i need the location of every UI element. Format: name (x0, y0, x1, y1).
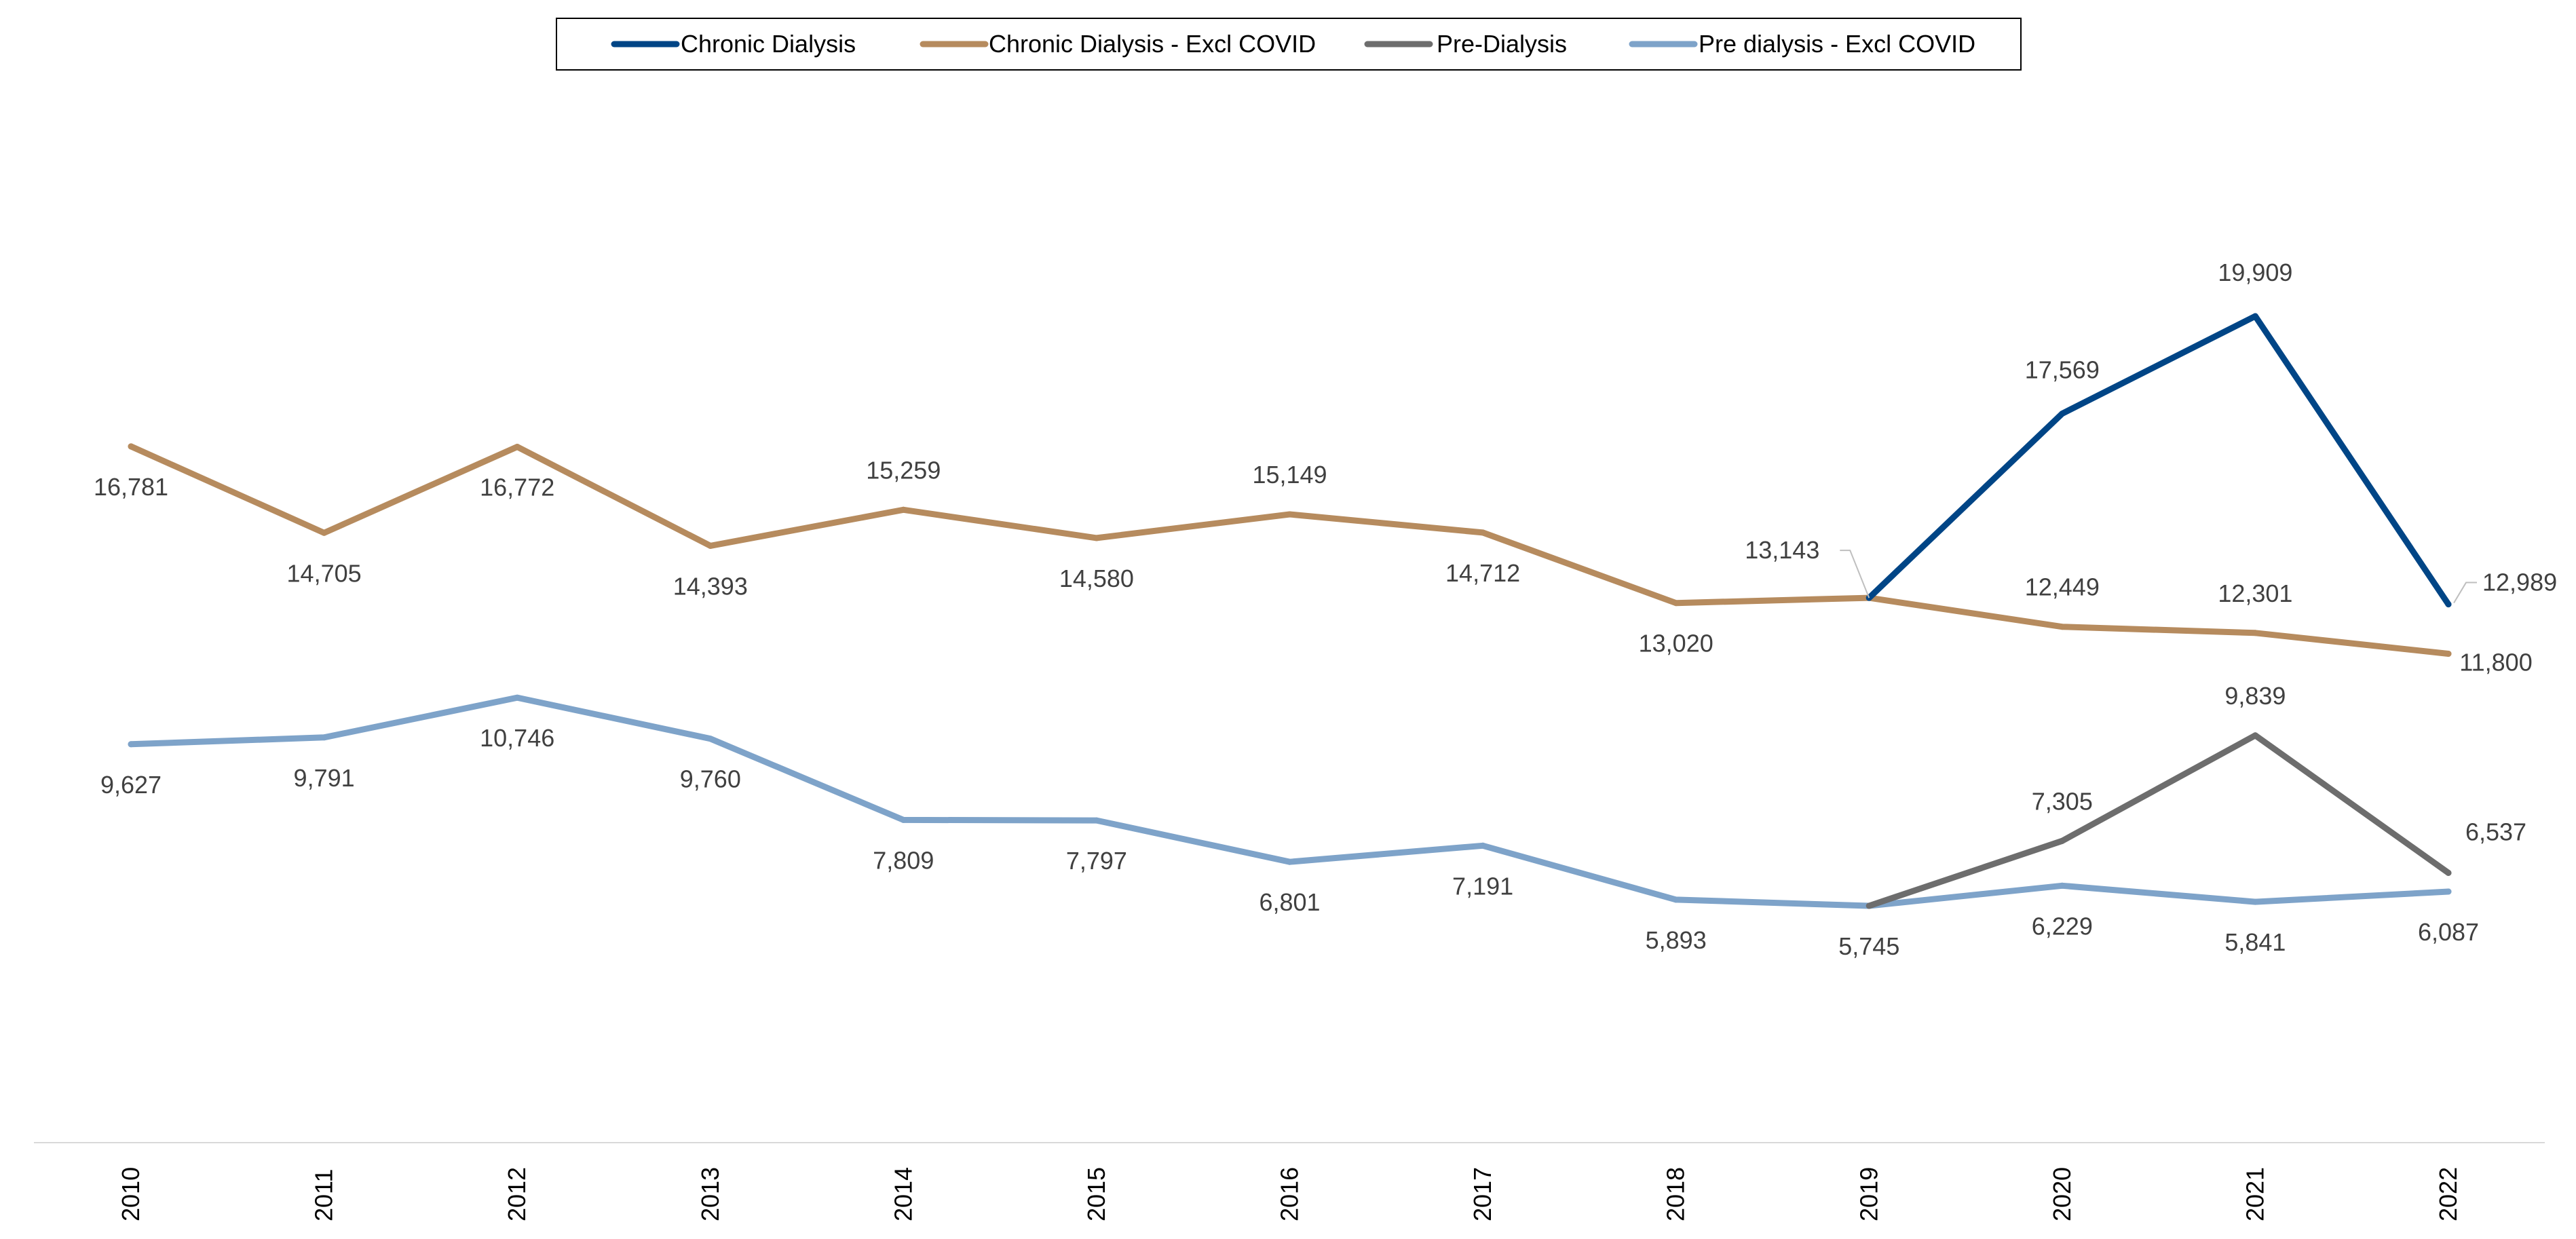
point-chronic-dialysis-excl-covid-2018 (1673, 600, 1680, 607)
x-tick-label-2014: 2014 (889, 1167, 917, 1221)
data-label-pre-dialysis-excl-covid-2015: 7,797 (1066, 847, 1127, 875)
data-label-pre-dialysis-excl-covid-2022: 6,087 (2418, 918, 2479, 946)
legend-label: Pre dialysis - Excl COVID (1699, 30, 1975, 58)
point-chronic-dialysis-excl-covid-2016 (1287, 511, 1293, 518)
x-tick-label-2013: 2013 (696, 1167, 724, 1221)
data-label-chronic-dialysis-excl-covid-2020: 12,449 (2025, 573, 2100, 601)
x-tick-label-2018: 2018 (1662, 1167, 1690, 1221)
data-label-chronic-dialysis-excl-covid-2010: 16,781 (94, 473, 168, 501)
data-label-pre-dialysis-excl-covid-2017: 7,191 (1452, 872, 1513, 900)
point-chronic-dialysis-excl-covid-2010 (128, 443, 134, 450)
point-pre-dialysis-excl-covid-2010 (128, 741, 134, 748)
x-tick-label-2020: 2020 (2048, 1167, 2076, 1221)
data-label-pre-dialysis-excl-covid-2021: 5,841 (2224, 928, 2286, 956)
x-tick-label-2012: 2012 (503, 1167, 531, 1221)
point-pre-dialysis-excl-covid-2018 (1673, 896, 1680, 903)
data-label-chronic-dialysis-excl-covid-2011: 14,705 (287, 559, 362, 587)
data-label-pre-dialysis-excl-covid-2013: 9,760 (680, 765, 741, 793)
series-line-pre-dialysis-excl-covid (128, 694, 2452, 909)
data-label-chronic-dialysis-excl-covid-2013: 14,393 (673, 572, 748, 600)
point-pre-dialysis-2021 (2252, 732, 2258, 739)
point-pre-dialysis-2019 (1865, 902, 1872, 909)
data-label-chronic-dialysis-excl-covid-2021: 12,301 (2218, 579, 2292, 607)
x-axis: 2010 2011 2012 2013 2014 2015 2016 2017 2018 2019… (34, 1142, 2545, 1221)
x-tick-label-2019: 2019 (1855, 1167, 1882, 1221)
legend-label: Chronic Dialysis - Excl COVID (989, 30, 1316, 58)
point-pre-dialysis-excl-covid-2021 (2252, 898, 2258, 905)
data-label-chronic-dialysis-excl-covid-2017: 14,712 (1445, 559, 1520, 587)
data-labels: 17,569 19,909 12,989 16,781 14,705 16,772 14,3… (94, 259, 2557, 960)
legend-box (556, 18, 2022, 71)
data-label-chronic-dialysis-2022: 12,989 (2482, 569, 2557, 596)
data-label-pre-dialysis-excl-covid-2018: 5,893 (1646, 926, 1707, 954)
legend-label: Pre-Dialysis (1437, 30, 1567, 58)
data-label-chronic-dialysis-2020: 17,569 (2025, 356, 2100, 384)
point-chronic-dialysis-2022 (2445, 601, 2452, 608)
point-pre-dialysis-excl-covid-2013 (707, 736, 714, 742)
x-tick-label-2017: 2017 (1469, 1167, 1496, 1221)
x-tick-label-2022: 2022 (2434, 1167, 2462, 1221)
data-label-pre-dialysis-excl-covid-2019: 5,745 (1838, 932, 1899, 960)
series-lines (128, 313, 2452, 909)
point-chronic-dialysis-2021 (2252, 313, 2258, 320)
data-label-chronic-dialysis-excl-covid-2015: 14,580 (1059, 565, 1134, 592)
legend: Chronic Dialysis Chronic Dialysis - Excl … (556, 18, 2022, 71)
x-tick-label-2011: 2011 (310, 1169, 338, 1221)
data-label-chronic-dialysis-excl-covid-2016: 15,149 (1252, 461, 1327, 489)
data-label-chronic-dialysis-2021: 19,909 (2218, 259, 2292, 286)
data-label-pre-dialysis-2022: 6,537 (2465, 818, 2526, 845)
data-label-pre-dialysis-excl-covid-2020: 6,229 (2032, 912, 2093, 940)
point-pre-dialysis-2022 (2445, 869, 2452, 876)
label-leader-line (1840, 550, 1870, 598)
point-chronic-dialysis-excl-covid-2021 (2252, 630, 2258, 636)
point-chronic-dialysis-excl-covid-2014 (900, 506, 907, 513)
point-chronic-dialysis-excl-covid-2012 (514, 444, 520, 450)
legend-item-chronic-dialysis: Chronic Dialysis (611, 30, 856, 58)
point-pre-dialysis-excl-covid-2022 (2445, 888, 2452, 895)
point-pre-dialysis-excl-covid-2020 (2059, 882, 2066, 889)
point-pre-dialysis-excl-covid-2015 (1093, 817, 1100, 824)
point-pre-dialysis-excl-covid-2017 (1479, 842, 1486, 849)
data-label-pre-dialysis-excl-covid-2016: 6,801 (1259, 888, 1320, 916)
label-leader-line (2453, 582, 2477, 604)
legend-label: Chronic Dialysis (681, 30, 856, 58)
x-tick-label-2021: 2021 (2241, 1167, 2269, 1221)
data-label-pre-dialysis-excl-covid-2014: 7,809 (873, 846, 934, 874)
point-pre-dialysis-excl-covid-2016 (1287, 858, 1293, 865)
x-tick-label-2015: 2015 (1082, 1167, 1110, 1221)
series-line-chronic-dialysis (1865, 313, 2452, 608)
legend-item-pre-dialysis: Pre-Dialysis (1364, 30, 1567, 58)
legend-item-chronic-dialysis-excl-covid: Chronic Dialysis - Excl COVID (920, 30, 1316, 58)
data-label-pre-dialysis-excl-covid-2012: 10,746 (480, 724, 554, 752)
data-label-chronic-dialysis-excl-covid-2019: 13,143 (1745, 536, 1819, 564)
point-chronic-dialysis-excl-covid-2013 (707, 542, 714, 549)
point-chronic-dialysis-excl-covid-2015 (1093, 535, 1100, 541)
point-chronic-dialysis-2019 (1865, 594, 1872, 601)
point-chronic-dialysis-excl-covid-2011 (321, 529, 328, 536)
legend-item-pre-dialysis-excl-covid: Pre dialysis - Excl COVID (1629, 30, 1975, 58)
point-pre-dialysis-2020 (2059, 837, 2066, 844)
point-chronic-dialysis-excl-covid-2017 (1479, 529, 1486, 536)
x-tick-label-2010: 2010 (117, 1167, 145, 1221)
x-tick-label-2016: 2016 (1276, 1167, 1304, 1221)
data-label-pre-dialysis-2020: 7,305 (2032, 787, 2093, 815)
data-label-chronic-dialysis-excl-covid-2022: 11,800 (2459, 649, 2532, 676)
data-label-pre-dialysis-2021: 9,839 (2224, 682, 2286, 710)
point-chronic-dialysis-excl-covid-2022 (2445, 651, 2452, 657)
point-pre-dialysis-excl-covid-2014 (900, 816, 907, 823)
data-label-chronic-dialysis-excl-covid-2018: 13,020 (1639, 630, 1713, 657)
data-label-chronic-dialysis-excl-covid-2014: 15,259 (866, 456, 941, 484)
point-pre-dialysis-excl-covid-2012 (514, 694, 520, 701)
data-label-pre-dialysis-excl-covid-2010: 9,627 (100, 771, 162, 799)
point-chronic-dialysis-2020 (2059, 411, 2066, 417)
data-label-chronic-dialysis-excl-covid-2012: 16,772 (480, 474, 554, 501)
data-label-pre-dialysis-excl-covid-2011: 9,791 (294, 764, 355, 792)
point-chronic-dialysis-excl-covid-2020 (2059, 624, 2066, 630)
point-pre-dialysis-excl-covid-2011 (321, 734, 328, 741)
series-line-pre-dialysis (1865, 732, 2452, 909)
